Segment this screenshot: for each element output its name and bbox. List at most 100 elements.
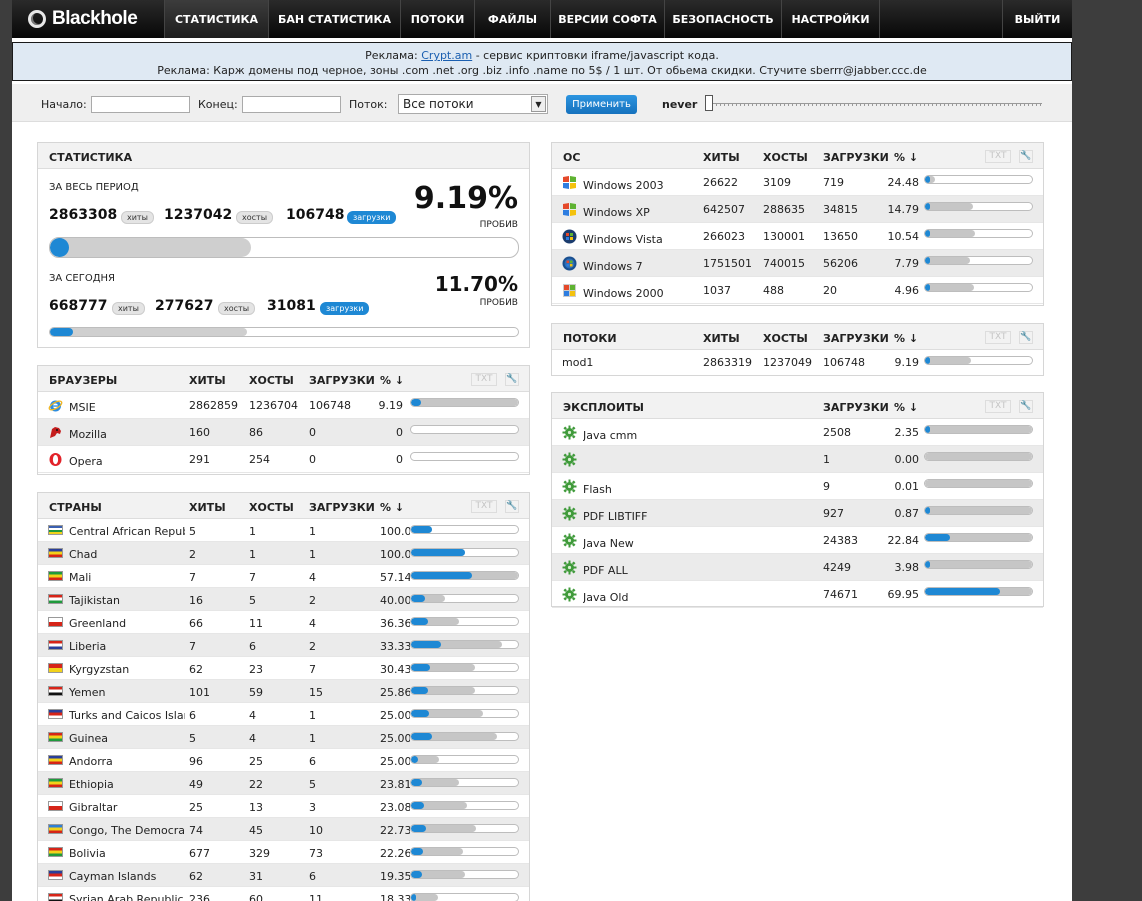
nav-files[interactable]: ФАЙЛЫ [474,0,550,38]
apply-button[interactable]: Применить [566,95,637,114]
loads-value: 3 [309,801,316,814]
nav-statistics[interactable]: СТАТИСТИКА [164,0,268,38]
country-flag-icon [48,548,63,558]
percent-value: 0 [396,426,403,439]
percent-bar-total [411,710,483,717]
nav-software-versions[interactable]: ВЕРСИИ СОФТА [550,0,664,38]
percent-value: 100.00 [380,548,410,561]
column-header[interactable]: ХИТЫ [703,332,740,345]
stream-select[interactable]: Все потоки ▼ [398,94,548,114]
countries-header: СТРАНЫ ХИТЫ ХОСТЫ ЗАГРУЗКИ % ↓ TXT 🔧 [38,493,529,519]
exploit-row: PDF LIBTIFF 927 0.87 [552,500,1043,527]
txt-export-button[interactable]: TXT [985,150,1011,163]
percent-bar-total [411,779,460,786]
hits-value: 266023 [703,230,745,243]
nav-logout[interactable]: ВЫЙТИ [1002,0,1072,38]
percent-bar [924,229,1033,238]
hits-value: 25 [189,801,203,814]
exploit-name: Java cmm [583,429,638,442]
start-date-input[interactable] [91,96,190,113]
chevron-down-icon: ▼ [531,96,546,112]
nav-streams[interactable]: ПОТОКИ [400,0,474,38]
country-flag-icon [48,709,63,719]
hosts-value: 60 [249,893,263,901]
column-header[interactable]: ЗАГРУЗКИ [309,501,375,514]
country-flag-icon [48,870,63,880]
percent-bar-total [411,399,518,406]
country-name: Mali [69,571,92,584]
percent-value: 9.19 [378,399,404,412]
loads-value: 106748 [823,356,865,369]
end-date-input[interactable] [242,96,341,113]
column-header[interactable]: % ↓ [380,374,405,387]
hosts-tag: хосты [236,211,274,224]
today-hits-tag: хиты [112,302,145,315]
hits-value: 2 [189,548,196,561]
browser-name: MSIE [69,401,96,414]
percent-value: 22.84 [887,534,920,547]
column-header[interactable]: % ↓ [894,151,919,164]
txt-export-button[interactable]: TXT [985,331,1011,344]
txt-export-button[interactable]: TXT [985,400,1011,413]
exploit-row: 1 0.00 [552,446,1043,473]
loads-value: 2 [309,640,316,653]
gear-icon [562,587,577,602]
percent-bar-total [411,687,476,694]
percent-value: 18.33 [380,893,410,901]
refresh-slider-handle[interactable] [705,95,713,111]
refresh-slider-track[interactable] [708,103,1042,106]
os-panel: ОС ХИТЫ ХОСТЫ ЗАГРУЗКИ % ↓ TXT 🔧 Windows 2003 26… [551,142,1044,306]
today-hosts-tag: хосты [218,302,256,315]
ad-prefix: Реклама: [365,49,422,62]
percent-bar [410,640,519,649]
browser-row: Opera 291 254 0 0 [38,446,529,473]
column-header[interactable]: ХОСТЫ [763,151,808,164]
stream-select-value: Все потоки [403,97,474,111]
wrench-icon[interactable]: 🔧 [1019,331,1033,344]
windows-xp-logo-icon [562,175,577,190]
nav-ban-statistics[interactable]: БАН СТАТИСТИКА [268,0,400,38]
column-header[interactable]: ЗАГРУЗКИ [823,332,889,345]
percent-bar-total [925,203,974,210]
column-header[interactable]: ЗАГРУЗКИ [823,151,889,164]
column-header[interactable]: ХИТЫ [703,151,740,164]
percent-bar-fill [411,687,429,694]
percent-bar-total [411,733,497,740]
percent-value: 25.86 [380,686,410,699]
percent-bar [410,525,519,534]
column-header[interactable]: % ↓ [380,501,405,514]
country-flag-icon [48,617,63,627]
country-name: Cayman Islands [69,870,157,883]
gear-icon [562,533,577,548]
wrench-icon[interactable]: 🔧 [1019,150,1033,163]
txt-export-button[interactable]: TXT [471,500,497,513]
refresh-interval-label: never [662,98,698,111]
wrench-icon[interactable]: 🔧 [1019,400,1033,413]
column-header[interactable]: ХИТЫ [189,374,226,387]
percent-bar-total [925,357,971,364]
loads-value: 2508 [823,426,851,439]
hosts-value: 1 [249,548,256,561]
hits-value: 1751501 [703,257,752,270]
txt-export-button[interactable]: TXT [471,373,497,386]
column-header[interactable]: % ↓ [894,401,919,414]
column-header[interactable]: ХОСТЫ [249,374,294,387]
country-row: Congo, The Democratic 74 45 10 22.73 [38,818,529,841]
nav-settings[interactable]: НАСТРОЙКИ [781,0,879,38]
percent-value: 0.87 [894,507,920,520]
column-header[interactable]: ЗАГРУЗКИ [309,374,375,387]
brand-logo[interactable]: Blackhole [12,0,164,38]
percent-bar-total [411,848,464,855]
column-header[interactable]: ХОСТЫ [763,332,808,345]
loads-value: 9 [823,480,830,493]
column-header[interactable]: ХИТЫ [189,501,226,514]
column-header[interactable]: ЗАГРУЗКИ [823,401,889,414]
end-label: Конец: [198,98,238,111]
column-header[interactable]: ХОСТЫ [249,501,294,514]
wrench-icon[interactable]: 🔧 [505,373,519,386]
wrench-icon[interactable]: 🔧 [505,500,519,513]
stats-panel: СТАТИСТИКА ЗА ВЕСЬ ПЕРИОД 2863308 хиты 1… [37,142,530,348]
column-header[interactable]: % ↓ [894,332,919,345]
ad-link[interactable]: Crypt.am [421,49,473,62]
nav-security[interactable]: БЕЗОПАСНОСТЬ [664,0,781,38]
